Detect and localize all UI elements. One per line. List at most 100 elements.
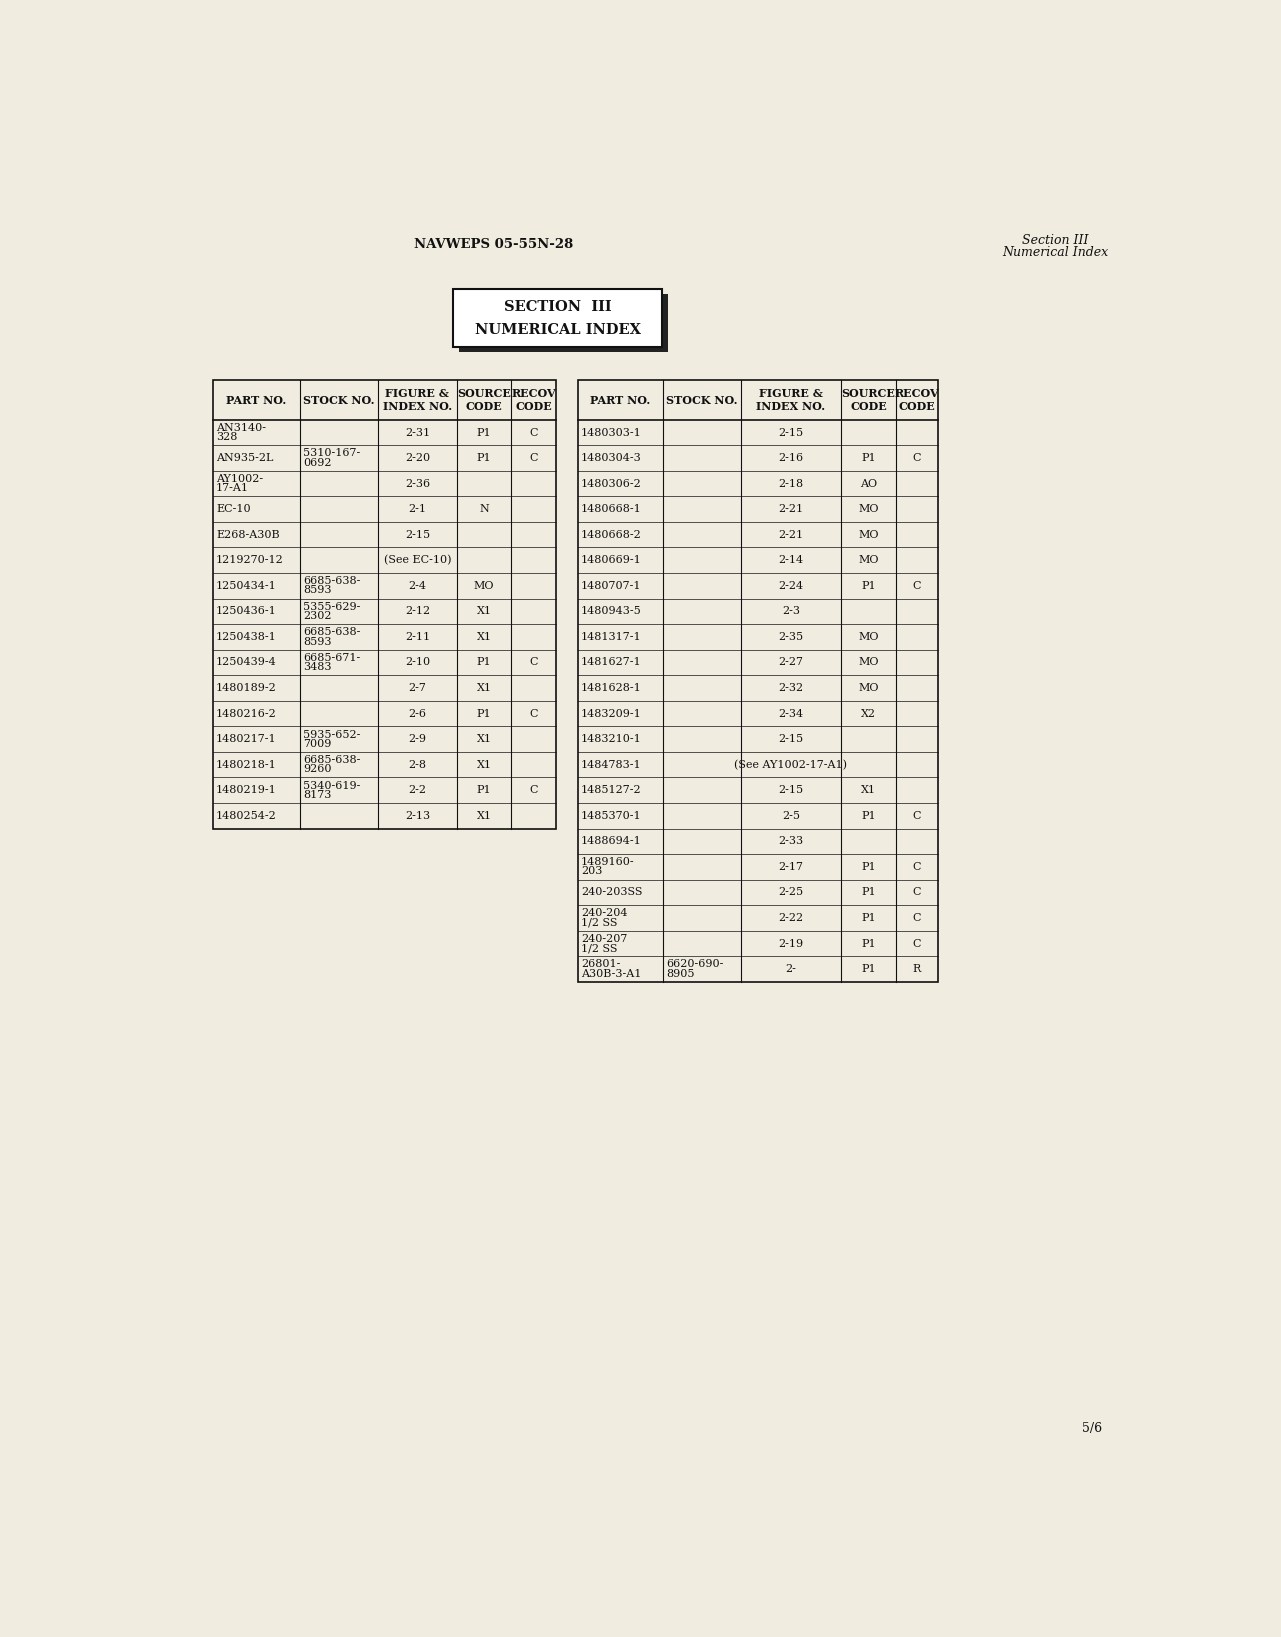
Text: 240-204: 240-204 [582,909,628,918]
Text: C: C [529,453,538,463]
Text: 6685-671-: 6685-671- [304,653,361,663]
Text: 26801-: 26801- [582,959,620,969]
Text: 203: 203 [582,866,602,876]
Text: X2: X2 [861,709,876,719]
Text: MO: MO [858,555,879,565]
Text: 2-: 2- [785,964,797,974]
Text: X1: X1 [477,810,492,820]
Text: 2-21: 2-21 [779,530,803,540]
Text: X1: X1 [477,632,492,642]
Text: 2302: 2302 [304,611,332,620]
Text: P1: P1 [861,913,876,923]
Bar [459,295,667,352]
Text: CODE: CODE [515,401,552,413]
Text: CODE: CODE [466,401,502,413]
Text: C: C [912,861,921,873]
Text: 2-15: 2-15 [779,786,803,796]
Text: 1485370-1: 1485370-1 [582,810,642,820]
Text: C: C [529,709,538,719]
Text: 2-11: 2-11 [405,632,430,642]
Text: 328: 328 [216,432,237,442]
Bar [213,380,556,828]
Text: C: C [529,427,538,437]
Text: AY1002-: AY1002- [216,475,263,485]
Text: 1484783-1: 1484783-1 [582,760,642,769]
Text: 2-35: 2-35 [779,632,803,642]
Text: P1: P1 [477,786,492,796]
Text: MO: MO [858,658,879,668]
Text: 2-8: 2-8 [409,760,427,769]
Text: SOURCE: SOURCE [457,388,511,399]
Text: X1: X1 [477,606,492,617]
Text: 1480306-2: 1480306-2 [582,478,642,488]
Text: P1: P1 [861,861,876,873]
Text: P1: P1 [477,453,492,463]
Text: 6620-690-: 6620-690- [666,959,724,969]
Text: 6685-638-: 6685-638- [304,755,361,764]
Text: AN3140-: AN3140- [216,422,266,432]
Text: 2-34: 2-34 [779,709,803,719]
Text: AO: AO [860,478,877,488]
Text: X1: X1 [861,786,876,796]
Text: 2-19: 2-19 [779,938,803,948]
Text: 1250438-1: 1250438-1 [216,632,277,642]
Text: 1480668-1: 1480668-1 [582,504,642,514]
Text: EC-10: EC-10 [216,504,251,514]
Text: Numerical Index: Numerical Index [1002,246,1108,259]
Text: 2-5: 2-5 [781,810,799,820]
Text: 9260: 9260 [304,764,332,774]
Text: INDEX NO.: INDEX NO. [756,401,825,413]
Text: 1250434-1: 1250434-1 [216,581,277,591]
Text: 2-4: 2-4 [409,581,427,591]
Text: 5935-652-: 5935-652- [304,730,361,740]
Text: C: C [912,581,921,591]
Text: MO: MO [858,632,879,642]
Text: 1480303-1: 1480303-1 [582,427,642,437]
Text: 2-13: 2-13 [405,810,430,820]
Text: 1480304-3: 1480304-3 [582,453,642,463]
Text: 2-9: 2-9 [409,733,427,745]
Text: 2-20: 2-20 [405,453,430,463]
Text: 1481317-1: 1481317-1 [582,632,642,642]
Text: 17-A1: 17-A1 [216,483,249,493]
Text: 6685-638-: 6685-638- [304,576,361,586]
Text: 2-24: 2-24 [779,581,803,591]
Text: 1/2 SS: 1/2 SS [582,943,617,953]
Text: R: R [913,964,921,974]
Text: 8593: 8593 [304,586,332,596]
Text: FIGURE &: FIGURE & [760,388,822,399]
Text: MO: MO [858,683,879,692]
Text: 5355-629-: 5355-629- [304,602,361,612]
Text: 2-32: 2-32 [779,683,803,692]
Text: 2-1: 2-1 [409,504,427,514]
Text: CODE: CODE [851,401,886,413]
Text: 1483210-1: 1483210-1 [582,733,642,745]
Text: 8905: 8905 [666,969,694,979]
Text: C: C [912,453,921,463]
Text: MO: MO [858,530,879,540]
Text: 2-15: 2-15 [779,733,803,745]
Text: 1489160-: 1489160- [582,858,634,868]
Text: 2-22: 2-22 [779,913,803,923]
Text: P1: P1 [477,658,492,668]
Text: 1480219-1: 1480219-1 [216,786,277,796]
Bar [453,288,662,347]
Text: 8593: 8593 [304,637,332,647]
Text: STOCK NO.: STOCK NO. [304,395,375,406]
Text: 1480217-1: 1480217-1 [216,733,277,745]
Text: C: C [529,658,538,668]
Text: RECOV: RECOV [511,388,556,399]
Text: 2-25: 2-25 [779,887,803,897]
Bar [578,380,938,982]
Text: 1488694-1: 1488694-1 [582,837,642,846]
Text: 2-6: 2-6 [409,709,427,719]
Text: (See EC-10): (See EC-10) [384,555,451,565]
Text: MO: MO [474,581,494,591]
Text: 0692: 0692 [304,458,332,468]
Text: (See AY1002-17-A1): (See AY1002-17-A1) [734,760,848,769]
Text: X1: X1 [477,683,492,692]
Text: FIGURE &: FIGURE & [386,388,450,399]
Text: C: C [529,786,538,796]
Text: 1219270-12: 1219270-12 [216,555,283,565]
Text: Section III: Section III [1022,234,1089,247]
